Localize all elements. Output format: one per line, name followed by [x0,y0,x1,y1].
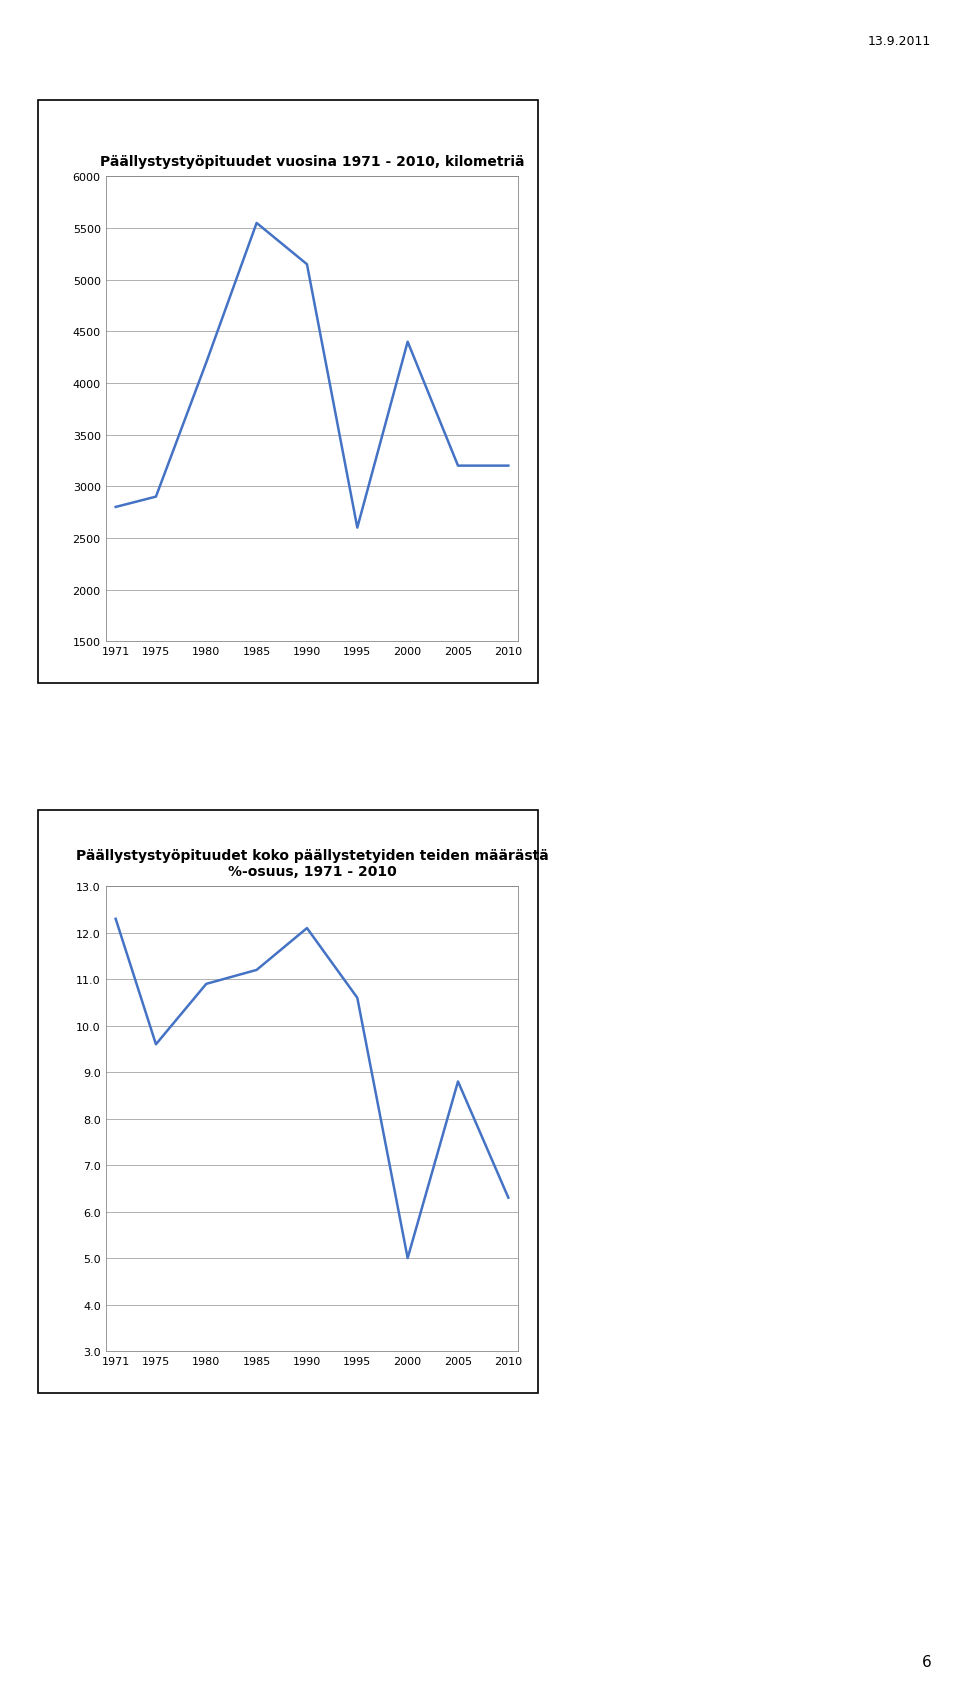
Text: 6: 6 [922,1654,931,1669]
Text: 13.9.2011: 13.9.2011 [868,35,931,49]
Title: Päällystystyöpituudet koko päällystetyiden teiden määrästä
%-osuus, 1971 - 2010: Päällystystyöpituudet koko päällystetyid… [76,848,548,878]
Title: Päällystystyöpituudet vuosina 1971 - 2010, kilometriä: Päällystystyöpituudet vuosina 1971 - 201… [100,155,524,169]
